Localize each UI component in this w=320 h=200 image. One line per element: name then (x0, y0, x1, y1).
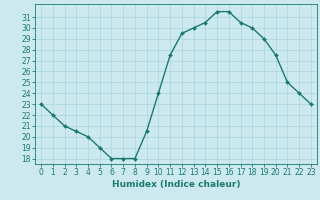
X-axis label: Humidex (Indice chaleur): Humidex (Indice chaleur) (112, 180, 240, 189)
